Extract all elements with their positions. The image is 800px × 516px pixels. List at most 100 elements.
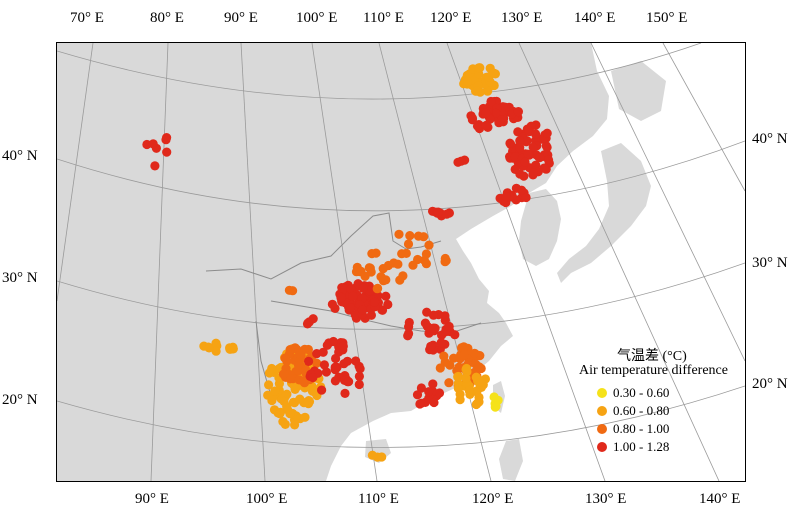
temperature-point: [421, 249, 431, 259]
temperature-point: [528, 168, 538, 178]
temperature-point: [510, 152, 520, 162]
legend-label: 0.30 - 0.60: [613, 385, 670, 400]
temperature-point: [415, 399, 425, 409]
temperature-point: [312, 358, 322, 368]
top-lon-label: 130° E: [501, 10, 543, 26]
map-canvas: [57, 43, 745, 481]
temperature-point: [327, 299, 337, 309]
top-lon-label: 120° E: [430, 10, 472, 26]
temperature-point: [467, 115, 477, 125]
land-korea: [519, 189, 561, 266]
top-lon-label: 70° E: [70, 10, 104, 26]
temperature-point: [463, 77, 473, 87]
legend-title-cn: 气温差 (°C): [617, 349, 687, 364]
temperature-point: [486, 96, 496, 107]
temperature-point: [295, 349, 305, 359]
temperature-point: [429, 323, 439, 333]
temperature-point: [403, 239, 414, 249]
temperature-point: [472, 121, 483, 131]
temperature-point: [444, 321, 454, 332]
land-luzon: [499, 439, 523, 481]
temperature-point: [461, 373, 471, 383]
temperature-point: [459, 342, 469, 352]
temperature-point: [395, 275, 405, 285]
temperature-point: [284, 285, 294, 295]
temperature-point: [161, 135, 171, 145]
temperature-point: [322, 340, 332, 350]
temperature-point: [228, 344, 238, 354]
top-lon-label: 140° E: [574, 10, 616, 26]
temperature-point: [455, 395, 465, 405]
temperature-point: [381, 291, 391, 301]
temperature-point: [520, 157, 530, 167]
temperature-point: [521, 192, 531, 203]
temperature-point: [510, 164, 520, 174]
temperature-point: [481, 120, 491, 130]
temperature-point: [308, 314, 318, 324]
temperature-point: [474, 63, 484, 73]
temperature-point: [397, 249, 407, 259]
temperature-point: [515, 143, 525, 153]
temperature-point: [321, 367, 331, 377]
temperature-point: [535, 153, 545, 163]
temperature-point: [264, 368, 274, 378]
temperature-point: [285, 345, 295, 355]
temperature-point: [308, 372, 318, 383]
temperature-point: [336, 292, 346, 303]
temperature-point: [355, 364, 365, 374]
temperature-point: [490, 402, 500, 412]
temperature-point: [348, 291, 358, 301]
temperature-point: [439, 351, 449, 361]
land-japan: [557, 143, 651, 283]
temperature-point: [542, 128, 552, 138]
graticule: [57, 43, 745, 481]
temperature-point: [377, 452, 387, 462]
temperature-point: [366, 310, 376, 320]
temperature-point: [476, 363, 486, 374]
temperature-point: [539, 163, 549, 173]
temperature-point: [293, 360, 304, 370]
temperature-point: [528, 142, 538, 152]
temperature-point: [424, 240, 434, 250]
temperature-point: [464, 385, 474, 396]
temperature-point: [428, 379, 438, 389]
bottom-lon-label: 110° E: [358, 491, 399, 507]
temperature-point: [367, 450, 377, 460]
temperature-point: [505, 138, 515, 148]
temperature-point: [370, 297, 380, 307]
temperature-point: [453, 383, 463, 393]
temperature-point: [356, 266, 366, 276]
temperature-point: [442, 209, 452, 219]
temperature-point: [148, 139, 158, 149]
temperature-point: [422, 307, 432, 317]
temperature-point: [279, 396, 289, 406]
temperature-point: [450, 330, 460, 340]
temperature-point: [531, 129, 541, 139]
temperature-point: [365, 263, 375, 273]
temperature-point: [416, 383, 426, 393]
temperature-point: [298, 376, 308, 386]
temperature-point: [372, 284, 382, 294]
temperature-point: [476, 377, 486, 387]
temperature-point: [434, 388, 445, 398]
top-lon-label: 80° E: [150, 10, 184, 26]
temperature-point: [300, 412, 310, 422]
temperature-point: [412, 390, 423, 400]
top-lon-label: 110° E: [363, 10, 404, 26]
temperature-point: [470, 348, 480, 358]
temperature-point: [162, 147, 172, 157]
temperature-point: [340, 388, 350, 398]
top-lon-label: 150° E: [646, 10, 688, 26]
right-lat-label: 20° N: [752, 376, 788, 392]
temperature-point: [377, 305, 388, 315]
temperature-point: [489, 68, 499, 78]
temperature-point: [345, 303, 356, 313]
legend-label: 0.80 - 1.00: [613, 421, 670, 436]
temperature-point: [351, 356, 361, 366]
bottom-lon-label: 120° E: [472, 491, 514, 507]
temperature-point: [472, 387, 482, 397]
legend-label: 0.60 - 0.80: [613, 403, 670, 418]
temperature-point: [404, 322, 414, 332]
temperature-point: [211, 338, 221, 348]
legend-swatch: [597, 388, 607, 398]
